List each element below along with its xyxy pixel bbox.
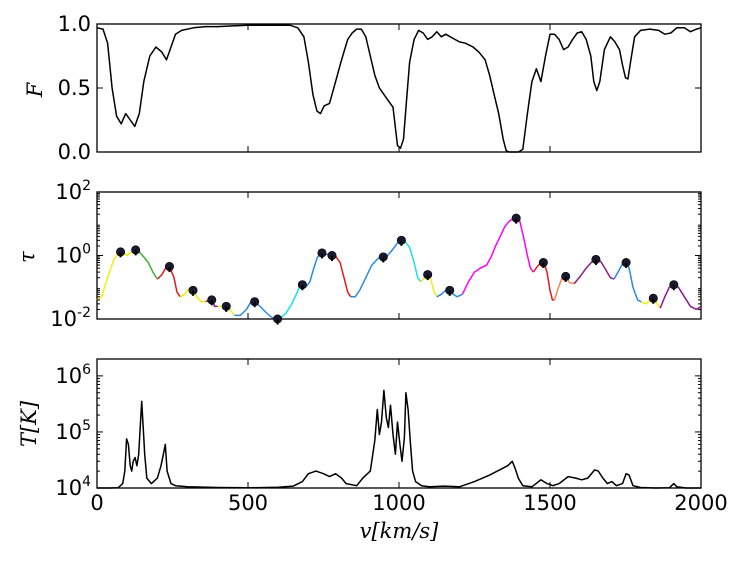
peak-marker (327, 251, 337, 261)
peak-marker (538, 258, 548, 269)
y-tick-label: 1.0 (58, 12, 91, 36)
peak-marker (445, 285, 455, 296)
peak-marker (378, 252, 388, 263)
tau-segment-2 (135, 249, 159, 280)
peak-marker (621, 258, 631, 269)
peak-marker (164, 262, 174, 273)
temperature-y-ticks: 104 105 106 (55, 358, 701, 500)
plot-area-flux (96, 23, 702, 153)
y-tick-label: 106 (55, 362, 91, 388)
x-tick-label: 1000 (372, 491, 425, 515)
plot-area-temperature (96, 358, 702, 489)
tau-segment-11 (350, 239, 402, 298)
tau-segment-12 (401, 239, 422, 283)
tau-segment-19 (613, 261, 642, 303)
tau-y-axis-label: τ (15, 251, 39, 263)
tau-segment-21 (659, 283, 702, 311)
peak-marker (273, 314, 283, 325)
peak-marker (221, 301, 231, 312)
x-tick-label: 500 (228, 491, 268, 515)
panel-flux: 0.0 0.5 1.0 F (23, 12, 702, 164)
x-tick-label: 0 (90, 491, 103, 515)
tau-segment-0 (96, 251, 124, 301)
tau-segment-9 (304, 252, 332, 288)
temperature-x-axis-label: v[km/s] (360, 519, 440, 543)
x-tick-label: 2000 (674, 491, 727, 515)
flux-y-ticks: 0.0 0.5 1.0 (58, 12, 701, 164)
peak-marker (511, 213, 521, 224)
peak-marker (188, 285, 198, 296)
temperature-y-axis-label: T[K] (17, 400, 41, 447)
tau-curve-group (96, 217, 702, 320)
temperature-x-ticks: 0 500 1000 1500 2000 (90, 359, 728, 515)
panel-temperature: 104 105 106 0 500 1000 1500 2000 T[K] v[km/s] (17, 358, 728, 543)
y-tick-label: 104 (55, 474, 91, 500)
tau-segment-16 (532, 261, 555, 301)
flux-x-ticks (96, 24, 702, 152)
peak-marker (423, 270, 433, 281)
x-tick-label: 1500 (523, 491, 576, 515)
y-tick-label: 10-2 (50, 305, 91, 331)
tau-x-ticks (96, 192, 702, 319)
peak-marker (250, 297, 260, 308)
y-tick-label: 0.5 (58, 76, 91, 100)
peak-marker (297, 280, 307, 291)
tau-y-ticks: 10-2 100 102 (50, 178, 701, 331)
tau-segment-15 (461, 217, 534, 295)
y-tick-label: 105 (55, 418, 91, 444)
peak-marker (131, 245, 141, 256)
peak-marker (116, 247, 126, 258)
series-line-0 (96, 24, 702, 153)
peak-marker (648, 293, 658, 304)
tau-peak-markers (116, 213, 679, 325)
series-line-0 (97, 389, 701, 489)
peak-marker (561, 271, 571, 282)
plot-area-optical-depth (96, 191, 702, 320)
tau-segment-10 (330, 254, 352, 298)
y-tick-label: 102 (55, 178, 91, 204)
peak-marker (396, 235, 406, 246)
peak-marker (591, 254, 601, 265)
peak-marker (317, 248, 327, 259)
y-tick-label: 100 (55, 242, 91, 268)
panel-optical-depth: 10-2 100 102 τ (15, 178, 702, 331)
flux-y-axis-label: F (23, 81, 47, 98)
peak-marker (207, 295, 217, 306)
temperature-curve-group (97, 389, 701, 489)
flux-curve-group (96, 24, 702, 153)
y-tick-label: 0.0 (58, 140, 91, 164)
peak-marker (669, 280, 679, 291)
